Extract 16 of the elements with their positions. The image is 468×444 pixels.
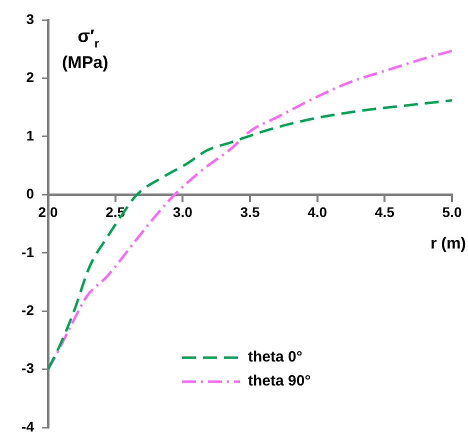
x-tick-label: 3.5 — [240, 204, 260, 220]
y-tick-label: 0 — [26, 186, 34, 202]
x-axis-title: r (m) — [430, 236, 466, 253]
y-tick-label: -1 — [22, 244, 34, 260]
y-tick-label: 3 — [26, 10, 34, 27]
y-tick-label: 1 — [26, 127, 34, 144]
x-tick-label: 4.5 — [374, 204, 395, 220]
y-tick-label: -3 — [22, 360, 34, 376]
x-tick-label: 5.0 — [442, 204, 462, 220]
y-tick-label: 2 — [26, 69, 34, 86]
x-tick-label: 3.0 — [172, 204, 193, 220]
x-tick-label: 4.0 — [308, 204, 328, 220]
legend-label: theta 0° — [248, 348, 302, 366]
y-tick-label: -2 — [22, 302, 34, 318]
legend-label: theta 90° — [248, 372, 311, 390]
y-tick-label: -4 — [22, 418, 34, 434]
